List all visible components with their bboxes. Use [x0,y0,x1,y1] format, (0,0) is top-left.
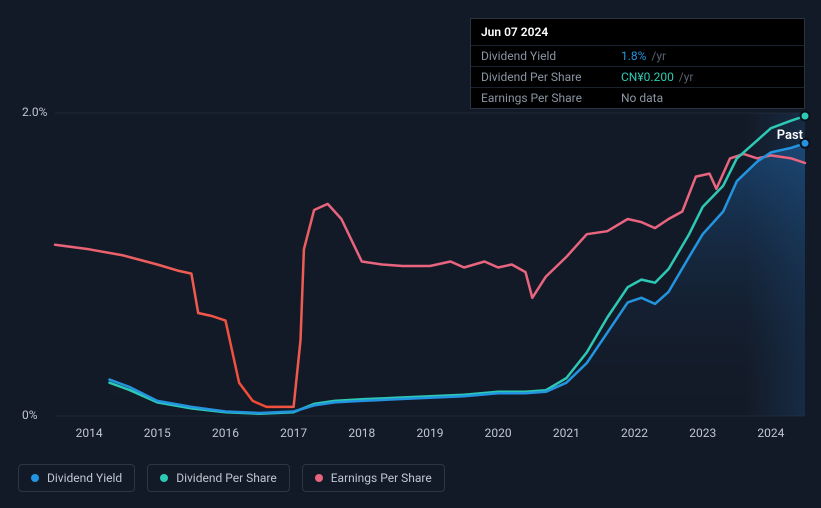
x-axis-tick: 2014 [76,426,103,440]
y-axis-label-top: 2.0% [22,105,47,119]
x-axis-tick: 2021 [553,426,580,440]
x-axis-tick: 2023 [689,426,716,440]
x-axis-tick: 2017 [280,426,307,440]
tooltip-row-value: CN¥0.200 /yr [621,70,694,84]
tooltip-row-label: Earnings Per Share [481,91,621,105]
tooltip-row: Dividend Per ShareCN¥0.200 /yr [471,66,804,87]
legend-label: Earnings Per Share [331,471,432,485]
x-axis-tick: 2019 [417,426,444,440]
x-axis-tick: 2018 [348,426,375,440]
x-axis-tick: 2015 [144,426,171,440]
tooltip-row: Earnings Per ShareNo data [471,87,804,108]
x-axis-tick: 2020 [485,426,512,440]
legend: Dividend Yield Dividend Per Share Earnings… [18,464,445,492]
tooltip-row-label: Dividend Per Share [481,70,621,84]
legend-dot [160,474,168,482]
legend-dot [315,474,323,482]
legend-label: Dividend Yield [47,471,122,485]
tooltip-row: Dividend Yield1.8% /yr [471,45,804,66]
x-axis-tick: 2022 [621,426,648,440]
legend-item[interactable]: Earnings Per Share [302,464,445,492]
tooltip-date: Jun 07 2024 [471,19,804,45]
y-axis-label-bottom: 0% [22,408,38,422]
legend-label: Dividend Per Share [176,471,277,485]
tooltip-row-label: Dividend Yield [481,49,621,63]
tooltip-row-value: No data [621,91,663,105]
tooltip-row-value: 1.8% /yr [621,49,666,63]
x-axis-labels: 2014 2015 2016 2017 2018 2019 2020 2021 2022 2023… [0,426,821,446]
chart-tooltip: Jun 07 2024 Dividend Yield1.8% /yrDivide… [470,18,805,109]
past-label: Past [777,128,803,143]
x-axis-tick: 2016 [212,426,239,440]
x-axis-tick: 2024 [757,426,784,440]
legend-dot [31,474,39,482]
legend-item[interactable]: Dividend Yield [18,464,135,492]
legend-item[interactable]: Dividend Per Share [147,464,290,492]
